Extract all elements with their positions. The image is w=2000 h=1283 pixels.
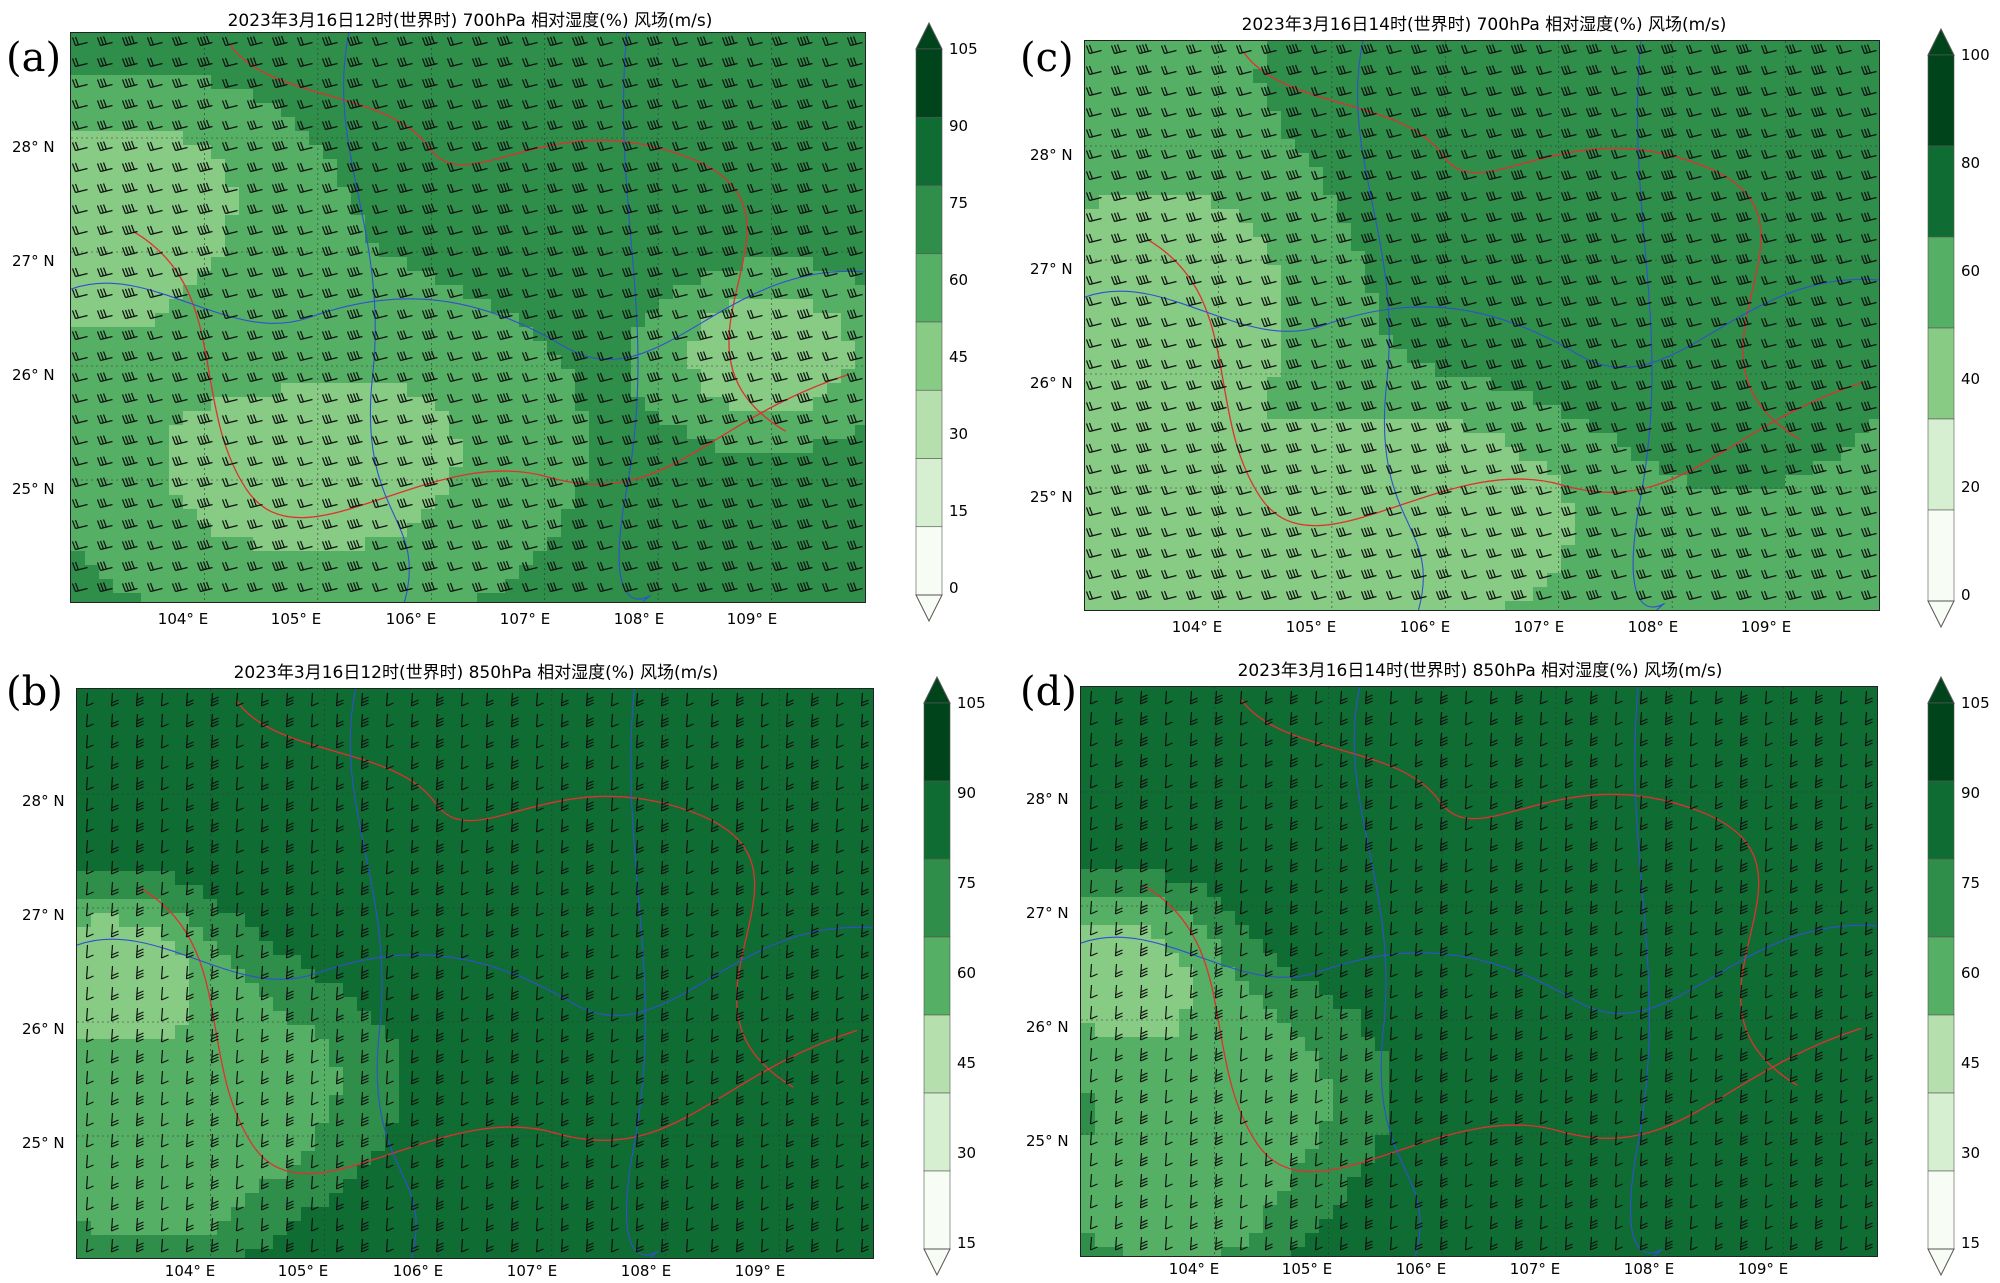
lon-label: 105° E xyxy=(1282,1260,1332,1278)
colorbar-tick: 105 xyxy=(957,694,986,712)
lat-label: 27° N xyxy=(1030,260,1073,278)
lon-label: 109° E xyxy=(727,610,777,628)
lat-label: 26° N xyxy=(1026,1018,1069,1036)
colorbar-graphic xyxy=(915,21,943,623)
lat-label: 27° N xyxy=(1026,904,1069,922)
panel-title: 2023年3月16日12时(世界时) 700hPa 相对湿度(%) 风场(m/s… xyxy=(70,6,870,31)
panel-b: (b) 2023年3月16日12时(世界时) 850hPa 相对湿度(%) 风场… xyxy=(0,640,1000,1283)
colorbar-graphic xyxy=(923,675,951,1277)
colorbar-tick: 45 xyxy=(949,348,968,366)
panel-title: 2023年3月16日14时(世界时) 850hPa 相对湿度(%) 风场(m/s… xyxy=(1080,656,1880,681)
lon-label: 108° E xyxy=(1628,618,1678,636)
colorbar-tick: 80 xyxy=(1961,154,1980,172)
lon-label: 106° E xyxy=(1400,618,1450,636)
colorbar-tick: 15 xyxy=(957,1234,976,1252)
panel-letter: (d) xyxy=(1020,672,1077,712)
lat-label: 28° N xyxy=(1026,790,1069,808)
colorbar-tick: 45 xyxy=(957,1054,976,1072)
colorbar: 100 80 60 40 20 0 xyxy=(1926,27,1996,629)
panel-title: 2023年3月16日12时(世界时) 850hPa 相对湿度(%) 风场(m/s… xyxy=(76,658,876,683)
lon-label: 107° E xyxy=(507,1262,557,1280)
lat-label: 25° N xyxy=(12,480,55,498)
colorbar-tick: 75 xyxy=(1961,874,1980,892)
lat-label: 26° N xyxy=(1030,374,1073,392)
lat-label: 27° N xyxy=(12,252,55,270)
colorbar-tick: 60 xyxy=(1961,262,1980,280)
lon-label: 106° E xyxy=(1396,1260,1446,1278)
lon-label: 104° E xyxy=(1172,618,1222,636)
colorbar: 105 90 75 60 45 30 15 xyxy=(922,675,1000,1277)
lon-label: 107° E xyxy=(1510,1260,1560,1278)
colorbar: 105 90 75 60 45 30 15 0 xyxy=(914,21,994,623)
lon-label: 105° E xyxy=(278,1262,328,1280)
colorbar-tick: 100 xyxy=(1961,46,1990,64)
humidity-wind-map xyxy=(71,33,865,602)
lat-label: 28° N xyxy=(22,792,65,810)
lon-label: 108° E xyxy=(1624,1260,1674,1278)
lon-label: 107° E xyxy=(500,610,550,628)
panel-d: (d) 2023年3月16日14时(世界时) 850hPa 相对湿度(%) 风场… xyxy=(1000,640,2000,1283)
lon-label: 109° E xyxy=(735,1262,785,1280)
humidity-wind-map xyxy=(1081,687,1877,1256)
lon-label: 108° E xyxy=(621,1262,671,1280)
colorbar-tick: 105 xyxy=(949,40,978,58)
lon-label: 106° E xyxy=(393,1262,443,1280)
lon-label: 109° E xyxy=(1741,618,1791,636)
lat-label: 28° N xyxy=(12,138,55,156)
panel-letter: (a) xyxy=(6,38,61,78)
colorbar-tick: 90 xyxy=(957,784,976,802)
lon-label: 105° E xyxy=(271,610,321,628)
colorbar-tick: 90 xyxy=(1961,784,1980,802)
colorbar-tick: 60 xyxy=(949,271,968,289)
lat-label: 28° N xyxy=(1030,146,1073,164)
panel-a: (a) 2023年3月16日12时(世界时) 700hPa 相对湿度(%) 风场… xyxy=(0,0,1000,640)
lat-label: 25° N xyxy=(22,1134,65,1152)
map-area xyxy=(1080,686,1878,1257)
panel-c: (c) 2023年3月16日14时(世界时) 700hPa 相对湿度(%) 风场… xyxy=(1000,0,2000,640)
lat-label: 26° N xyxy=(12,366,55,384)
colorbar-tick: 20 xyxy=(1961,478,1980,496)
panel-letter: (b) xyxy=(6,672,63,712)
lon-label: 105° E xyxy=(1286,618,1336,636)
colorbar-tick: 75 xyxy=(949,194,968,212)
humidity-wind-map xyxy=(1085,41,1879,610)
colorbar-tick: 30 xyxy=(1961,1144,1980,1162)
colorbar-tick: 15 xyxy=(949,502,968,520)
map-area xyxy=(76,688,874,1259)
lon-label: 109° E xyxy=(1738,1260,1788,1278)
lon-label: 104° E xyxy=(165,1262,215,1280)
lon-label: 107° E xyxy=(1514,618,1564,636)
colorbar-tick: 45 xyxy=(1961,1054,1980,1072)
colorbar-tick: 90 xyxy=(949,117,968,135)
lat-label: 25° N xyxy=(1026,1132,1069,1150)
colorbar-tick: 30 xyxy=(957,1144,976,1162)
colorbar-graphic xyxy=(1927,27,1955,629)
lon-label: 106° E xyxy=(386,610,436,628)
panel-title: 2023年3月16日14时(世界时) 700hPa 相对湿度(%) 风场(m/s… xyxy=(1084,10,1884,35)
colorbar-tick: 75 xyxy=(957,874,976,892)
map-area xyxy=(1084,40,1880,611)
map-area xyxy=(70,32,866,603)
lon-label: 104° E xyxy=(158,610,208,628)
lat-label: 25° N xyxy=(1030,488,1073,506)
lat-label: 26° N xyxy=(22,1020,65,1038)
lat-label: 27° N xyxy=(22,906,65,924)
colorbar-tick: 30 xyxy=(949,425,968,443)
colorbar-tick: 15 xyxy=(1961,1234,1980,1252)
lon-label: 104° E xyxy=(1169,1260,1219,1278)
lon-label: 108° E xyxy=(614,610,664,628)
colorbar: 105 90 75 60 45 30 15 xyxy=(1926,675,1996,1277)
colorbar-tick: 0 xyxy=(949,579,959,597)
colorbar-tick: 0 xyxy=(1961,586,1971,604)
panel-letter: (c) xyxy=(1020,38,1074,78)
colorbar-tick: 60 xyxy=(1961,964,1980,982)
colorbar-graphic xyxy=(1927,675,1955,1277)
colorbar-tick: 105 xyxy=(1961,694,1990,712)
colorbar-tick: 40 xyxy=(1961,370,1980,388)
humidity-wind-map xyxy=(77,689,873,1258)
colorbar-tick: 60 xyxy=(957,964,976,982)
